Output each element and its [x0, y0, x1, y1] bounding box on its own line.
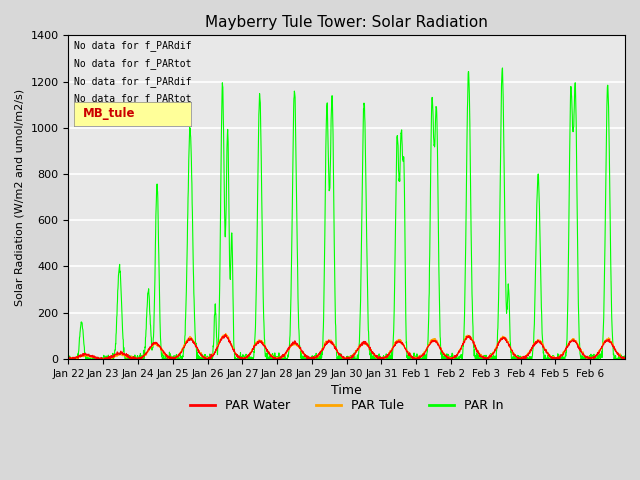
X-axis label: Time: Time	[332, 384, 362, 397]
PAR Water	[221, 332, 229, 338]
Text: No data for f_PARtot: No data for f_PARtot	[74, 58, 191, 69]
PAR Tule	[621, 355, 629, 360]
PAR In	[546, 356, 554, 362]
PAR Water	[621, 355, 629, 361]
PAR Water	[120, 351, 128, 357]
PAR Water	[65, 355, 72, 360]
PAR In	[613, 355, 621, 361]
Title: Mayberry Tule Tower: Solar Radiation: Mayberry Tule Tower: Solar Radiation	[205, 15, 488, 30]
PAR In	[380, 356, 388, 362]
PAR In	[65, 356, 72, 362]
PAR Tule	[515, 355, 522, 361]
Legend: PAR Water, PAR Tule, PAR In: PAR Water, PAR Tule, PAR In	[186, 395, 508, 418]
PAR Tule	[546, 353, 554, 359]
PAR Water	[546, 353, 554, 359]
PAR Tule	[241, 356, 248, 361]
PAR Tule	[222, 331, 230, 336]
Line: PAR In: PAR In	[68, 68, 625, 359]
PAR Tule	[381, 354, 388, 360]
PAR In	[240, 356, 248, 362]
Text: No data for f_PARdif: No data for f_PARdif	[74, 76, 191, 87]
PAR Tule	[120, 353, 128, 359]
PAR In	[120, 348, 128, 353]
PAR Water	[381, 355, 388, 361]
Text: No data for f_PARtot: No data for f_PARtot	[74, 94, 191, 105]
PAR In	[621, 353, 629, 359]
PAR Tule	[65, 356, 72, 361]
PAR Tule	[614, 350, 621, 356]
PAR In	[515, 353, 522, 359]
PAR Water	[515, 355, 522, 361]
Text: No data for f_PARdif: No data for f_PARdif	[74, 40, 191, 51]
PAR Water	[66, 356, 74, 362]
PAR Water	[241, 356, 248, 361]
Y-axis label: Solar Radiation (W/m2 and umol/m2/s): Solar Radiation (W/m2 and umol/m2/s)	[15, 89, 25, 306]
PAR Water	[614, 351, 621, 357]
Line: PAR Tule: PAR Tule	[68, 334, 625, 359]
PAR Tule	[65, 356, 72, 362]
PAR In	[499, 65, 506, 71]
Line: PAR Water: PAR Water	[68, 335, 625, 359]
